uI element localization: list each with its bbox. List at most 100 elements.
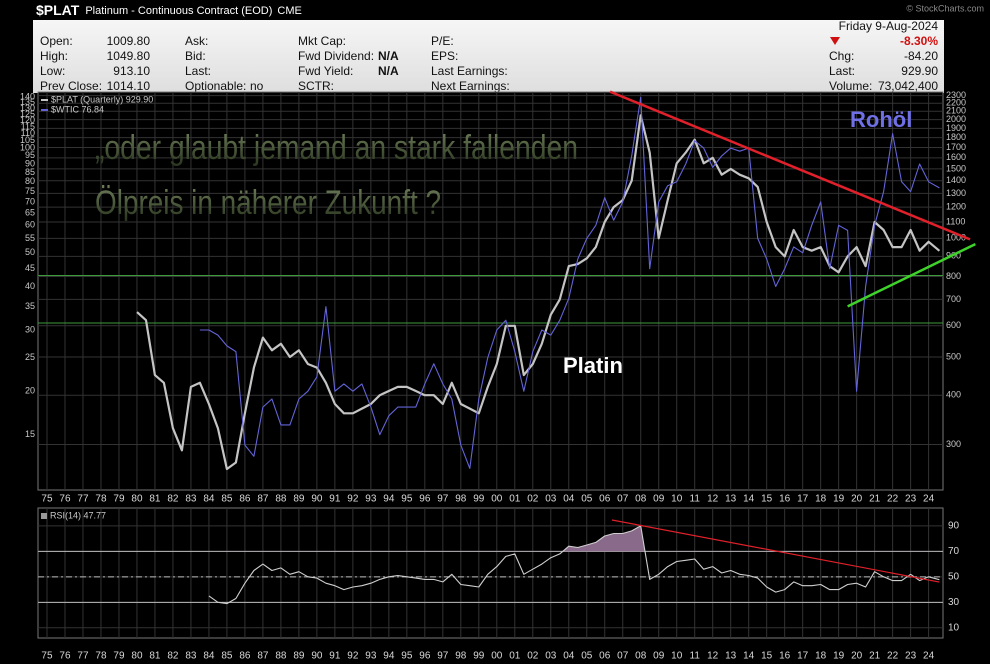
date: Friday 9-Aug-2024 (839, 19, 939, 33)
exchange: CME (277, 5, 301, 17)
y2-tick-label: 35 (25, 301, 35, 311)
y2-tick-label: 115 (21, 121, 35, 131)
y-tick-label: 10 (948, 622, 960, 633)
plot-area (37, 91, 944, 491)
field-label: Chg: (829, 49, 854, 63)
y-tick-label: 1200 (946, 201, 966, 211)
x-tick-label: 02 (527, 651, 539, 662)
x-tick-label: 81 (149, 494, 161, 505)
x-tick-label: 75 (41, 494, 53, 505)
x-tick-label: 82 (167, 494, 179, 505)
header-title: $PLAT Platinum - Continuous Contract (EOD… (36, 2, 302, 18)
x-tick-label: 79 (113, 494, 125, 505)
x-tick-label: 96 (419, 651, 431, 662)
annotation: Rohöl (850, 107, 912, 132)
x-tick-label: 05 (581, 494, 593, 505)
x-tick-label: 78 (95, 651, 107, 662)
field-label: P/E: (431, 34, 454, 48)
field-label: Prev Close: (40, 79, 102, 93)
field-value: 913.10 (113, 64, 150, 78)
x-tick-label: 15 (761, 651, 773, 662)
y2-tick-label: 15 (25, 429, 35, 439)
x-tick-label: 88 (275, 494, 287, 505)
annotation: Ölpreis in näherer Zukunft ? (95, 184, 441, 222)
x-tick-label: 90 (311, 651, 323, 662)
x-tick-label: 85 (221, 494, 233, 505)
watermark: © StockCharts.com (906, 3, 984, 13)
y-tick-label: 500 (946, 351, 961, 361)
x-tick-label: 22 (887, 651, 899, 662)
field-label: Fwd Yield: (298, 64, 353, 78)
y-tick-label: 1500 (946, 163, 966, 173)
x-tick-label: 86 (239, 494, 251, 505)
x-tick-label: 99 (473, 651, 485, 662)
x-tick-label: 77 (77, 494, 89, 505)
y-tick-label: 1400 (946, 175, 966, 185)
y2-tick-label: 110 (21, 128, 35, 138)
x-tick-label: 11 (690, 494, 701, 505)
x-tick-label: 09 (653, 651, 665, 662)
x-tick-label: 17 (797, 494, 809, 505)
x-tick-label: 77 (77, 651, 89, 662)
y-tick-label: 400 (946, 390, 961, 400)
x-tick-label: 12 (707, 651, 719, 662)
y-tick-label: 1000 (946, 233, 966, 243)
x-tick-label: 08 (635, 494, 647, 505)
x-tick-label: 02 (527, 494, 539, 505)
y-tick-label: 70 (948, 546, 960, 557)
field-label: Next Earnings: (431, 79, 510, 93)
x-tick-label: 22 (887, 494, 899, 505)
x-tick-label: 10 (671, 494, 683, 505)
y2-tick-label: 65 (25, 208, 35, 218)
x-tick-label: 85 (221, 651, 233, 662)
x-tick-label: 92 (347, 651, 359, 662)
x-tick-label: 97 (437, 494, 449, 505)
x-tick-label: 01 (509, 494, 521, 505)
x-tick-label: 93 (365, 651, 377, 662)
x-tick-label: 80 (131, 651, 143, 662)
field-label: Volume: (829, 79, 872, 93)
x-tick-label: 84 (203, 651, 215, 662)
x-tick-label: 23 (905, 494, 917, 505)
y-tick-label: 800 (946, 271, 961, 281)
x-tick-label: 21 (869, 494, 881, 505)
x-tick-label: 99 (473, 494, 485, 505)
x-tick-label: 09 (653, 494, 665, 505)
x-tick-label: 04 (563, 494, 575, 505)
x-tick-label: 18 (815, 651, 827, 662)
header-panel (33, 20, 944, 93)
legend-icon (41, 513, 47, 519)
x-tick-label: 20 (851, 651, 863, 662)
x-tick-label: 13 (725, 494, 737, 505)
x-tick-label: 24 (923, 651, 935, 662)
y2-tick-label: 50 (25, 247, 35, 257)
x-tick-label: 12 (707, 494, 719, 505)
header-fields: Open: 1009.80 High: 1049.80 Low: 913.10 Prev C… (40, 34, 938, 93)
y2-tick-label: 25 (25, 352, 35, 362)
field-value: N/A (378, 49, 399, 63)
y2-tick-label: 55 (25, 233, 35, 243)
y2-tick-label: 130 (20, 103, 35, 113)
y2-tick-label: 20 (25, 386, 35, 396)
field-value: 929.90 (901, 64, 938, 78)
field-label: Optionable: (185, 79, 246, 93)
series-line (208, 525, 940, 605)
x-tick-label: 75 (41, 651, 53, 662)
description: Platinum - Continuous Contract (EOD) (85, 5, 272, 17)
y-tick-label: 2100 (946, 106, 966, 116)
rsi-panel: 75 76 77 78 79 80 81 82 83 84 85 86 87 88 89 90 91 92 93 94… (37, 507, 960, 662)
x-tick-label: 94 (383, 651, 395, 662)
field-value: N/A (378, 64, 399, 78)
y-tick-label: 1900 (946, 123, 966, 133)
x-tick-label: 23 (905, 651, 917, 662)
field-label: Last: (185, 64, 211, 78)
x-tick-label: 80 (131, 494, 143, 505)
field-label: High: (40, 49, 68, 63)
field-label: Last Earnings: (431, 64, 508, 78)
x-tick-label: 20 (851, 494, 863, 505)
field-value: -84.20 (904, 49, 938, 63)
x-tick-label: 95 (401, 651, 413, 662)
x-tick-label: 05 (581, 651, 593, 662)
change-pct: -8.30% (900, 34, 938, 48)
y2-tick-label: 95 (25, 150, 35, 160)
